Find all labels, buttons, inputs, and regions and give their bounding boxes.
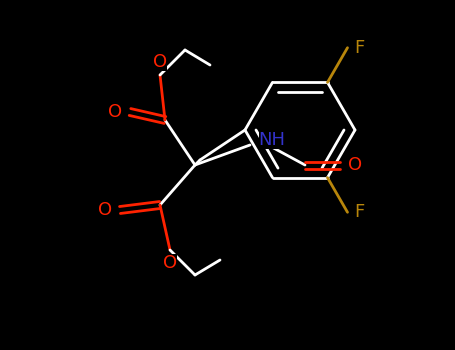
- Text: O: O: [163, 254, 177, 272]
- Text: O: O: [153, 53, 167, 71]
- Text: F: F: [354, 203, 364, 221]
- Text: O: O: [108, 103, 122, 121]
- Text: O: O: [98, 201, 112, 219]
- Text: F: F: [354, 39, 364, 57]
- Text: O: O: [348, 156, 362, 174]
- Text: NH: NH: [258, 131, 285, 149]
